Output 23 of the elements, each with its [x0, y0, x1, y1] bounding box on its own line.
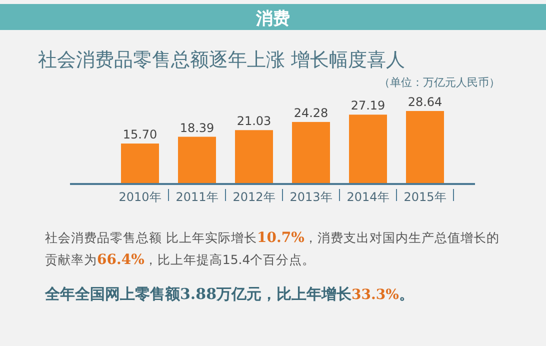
data-label: 27.19: [350, 98, 386, 113]
bar: [406, 111, 444, 183]
bar: [235, 130, 273, 183]
x-tick-label: 2014年: [346, 190, 390, 204]
text: 社会消费品零售总额 比上年实际增长10.7%，消费支出对国内生产总值增长的贡献率为66.4%，比上年提高15.4个百分点。: [45, 230, 500, 268]
text: 全年全国网上零售额3.88万亿元，比上年增长33.3%。: [45, 285, 415, 304]
bar: [292, 122, 330, 183]
data-label: 15.70: [122, 128, 158, 142]
y-axis-title: （单位：万亿元人民币）: [379, 76, 500, 89]
data-label: 21.03: [236, 114, 272, 128]
x-tick-label: 2011年: [176, 190, 218, 204]
x-tick-label: 2013年: [290, 190, 332, 204]
bar: [178, 136, 216, 183]
data-label: 24.28: [294, 106, 328, 120]
bar: [349, 114, 387, 183]
chart-subtitle: 社会消费品零售总额逐年上涨 增长幅度喜人: [38, 49, 406, 71]
x-tick-label: 2012年: [232, 190, 276, 204]
x-tick-label: 2010年: [118, 190, 162, 204]
data-label: 28.64: [408, 95, 442, 109]
bar: [121, 144, 159, 183]
x-tick-label: 2015年: [404, 190, 446, 204]
data-label: 18.39: [180, 120, 214, 135]
chart-title: 消费: [255, 9, 290, 29]
